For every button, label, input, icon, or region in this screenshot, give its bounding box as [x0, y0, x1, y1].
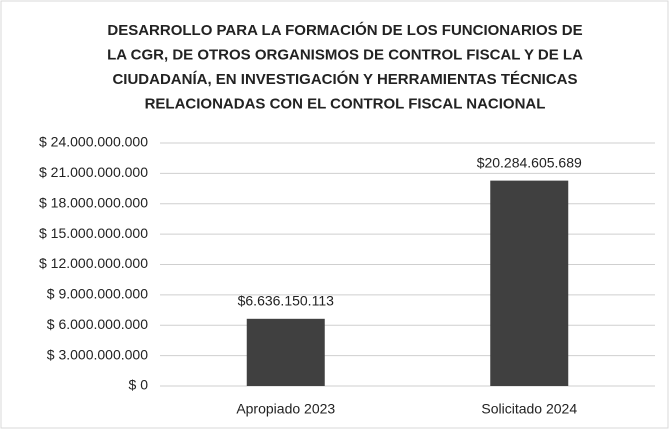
chart-title: CIUDADANÍA, EN INVESTIGACIÓN Y HERRAMIEN… — [112, 70, 577, 88]
bar — [246, 318, 325, 386]
y-tick-label: $ 3.000.000.000 — [47, 346, 148, 362]
chart-title: RELACIONADAS CON EL CONTROL FISCAL NACIO… — [145, 95, 546, 112]
x-tick-label: Apropiado 2023 — [236, 401, 335, 417]
value-label: $20.284.605.689 — [477, 154, 582, 170]
bar — [490, 180, 569, 386]
y-tick-label: $ 9.000.000.000 — [47, 286, 148, 302]
y-tick-label: $ 18.000.000.000 — [39, 194, 148, 210]
value-label: $6.636.150.113 — [238, 293, 334, 309]
y-tick-label: $ 24.000.000.000 — [39, 134, 148, 150]
y-tick-label: $ 15.000.000.000 — [39, 225, 148, 241]
x-tick-label: Solicitado 2024 — [481, 401, 577, 417]
chart-title: LA CGR, DE OTROS ORGANISMOS DE CONTROL F… — [107, 46, 583, 63]
y-tick-label: $ 12.000.000.000 — [39, 255, 148, 271]
y-tick-label: $ 6.000.000.000 — [47, 316, 148, 332]
y-tick-label: $ 0 — [129, 377, 149, 393]
chart-title: DESARROLLO PARA LA FORMACIÓN DE LOS FUNC… — [107, 21, 582, 39]
y-tick-label: $ 21.000.000.000 — [39, 164, 148, 180]
